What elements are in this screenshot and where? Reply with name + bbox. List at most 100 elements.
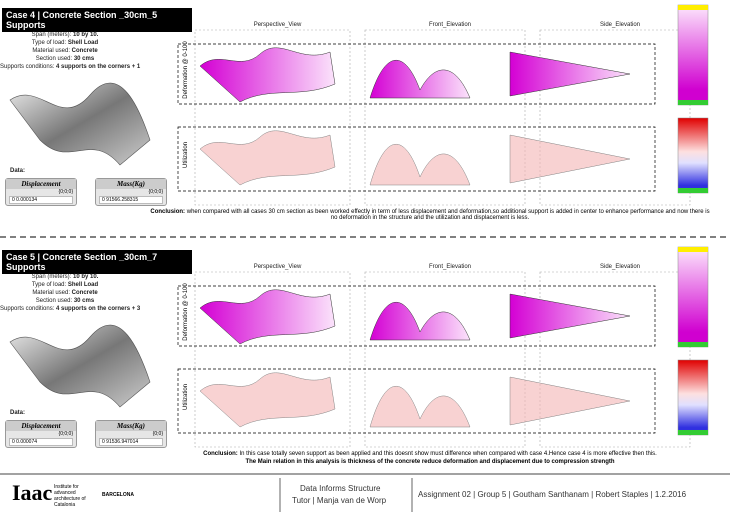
view-label: Side_Elevation (599, 22, 641, 28)
spec-label: Section used: (35, 56, 73, 62)
legend-deformation (677, 246, 709, 348)
panel-value: 0 0.000074 (9, 438, 73, 446)
spec-label: Section used: (35, 298, 73, 304)
institute: Institute for advanced architecture of C… (54, 484, 86, 508)
view-label: Side_Elevation (599, 264, 641, 270)
spec-value: Concrete (71, 290, 98, 296)
view-frame (539, 29, 691, 206)
conclusion: Conclusion: when compared with all cases… (150, 209, 710, 221)
spec-line: Span (meters): 10 by 10. (0, 32, 130, 38)
front-shape (369, 302, 471, 341)
legend-top (678, 247, 708, 252)
row-frame (177, 285, 656, 347)
conclusion: Conclusion: In this case totally seven s… (150, 451, 710, 457)
logo: Iaac (12, 480, 53, 505)
panel-path: {0;0;0} (58, 431, 73, 437)
case-title: Case 5 | Concrete Section _30cm_7 Suppor… (2, 250, 192, 274)
front-shape (369, 60, 471, 99)
side-shape (509, 376, 631, 426)
spec-line: Span (meters): 10 by 10. (0, 274, 130, 280)
row-frame (177, 43, 656, 105)
legend-bottom (678, 430, 708, 435)
spec-label: Supports conditions: (0, 306, 55, 312)
panel-value: 0 0.000134 (9, 196, 73, 204)
front-shape (369, 144, 471, 186)
data-panel: Mass(Kg) {0;0;0} 0 91566.258315 (95, 178, 167, 206)
tutor: Tutor | Manja van de Worp (292, 496, 387, 505)
panel-path: {0;0} (152, 431, 163, 437)
spec-value: 4 supports on the corners + 3 (56, 306, 141, 312)
view-frame (194, 29, 351, 206)
conclusion-text: when compared with all cases 30 cm secti… (186, 209, 710, 221)
spec-value: Shell Load (67, 40, 99, 46)
panel-title: Mass(Kg) (96, 179, 166, 189)
spec-value: 4 supports on the corners + 1 (56, 64, 141, 70)
data-label: Data: (10, 168, 26, 174)
front-shape (369, 386, 471, 428)
spec-label: Span (meters): (31, 32, 72, 38)
row-label: Deformation @ 0-100 (183, 41, 189, 99)
spec-label: Material used: (32, 48, 70, 54)
perspective-shape (199, 130, 336, 186)
conclusion-label: Conclusion: (150, 209, 186, 215)
spec-value: 30 cms (73, 298, 95, 304)
panel-path: {0;0;0} (58, 189, 73, 195)
panel-value: 0 91566.258315 (99, 196, 163, 204)
credits: Assignment 02 | Group 5 | Goutham Santha… (418, 490, 687, 499)
conclusion-text: In this case totally seven support as be… (239, 451, 657, 457)
legend-bottom (678, 100, 708, 105)
side-shape (509, 293, 631, 339)
row-frame (177, 126, 656, 192)
data-panel: Displacement {0;0;0} 0 0.000074 (5, 420, 77, 448)
perspective-shape (199, 289, 336, 345)
data-panel: Displacement {0;0;0} 0 0.000134 (5, 178, 77, 206)
perspective-shape (199, 47, 336, 103)
spec-value: Concrete (71, 48, 98, 54)
spec-line: Section used: 30 cms (0, 298, 130, 304)
spec-label: Type of load: (31, 282, 67, 288)
legend-utilization (677, 117, 709, 194)
view-frame (539, 271, 691, 448)
spec-label: Span (meters): (31, 274, 72, 280)
panel-title: Displacement (6, 179, 76, 189)
spec-value: 10 by 10. (73, 32, 99, 38)
panel-value: 0 91536.947014 (99, 438, 163, 446)
row-label: Deformation @ 0-100 (183, 283, 189, 341)
spec-label: Type of load: (31, 40, 67, 46)
spec-line: Material used: Concrete (0, 290, 130, 296)
data-panel: Mass(Kg) {0;0} 0 91536.947014 (95, 420, 167, 448)
view-label: Front_Elevation (428, 22, 472, 28)
shell (9, 324, 151, 408)
legend-top (678, 5, 708, 10)
view-frame (364, 29, 526, 206)
data-label: Data: (10, 410, 26, 416)
spec-line: Type of load: Shell Load (0, 40, 130, 46)
side-shape (509, 51, 631, 97)
spec-line: Supports conditions: 4 supports on the c… (0, 306, 140, 312)
course: Data Informs Structure (300, 484, 381, 493)
panel-title: Displacement (6, 421, 76, 431)
legend-bottom (678, 188, 708, 193)
legend-bottom (678, 342, 708, 347)
city: BARCELONA (102, 492, 134, 498)
spec-line: Section used: 30 cms (0, 56, 130, 62)
row-label: Utilization (183, 142, 189, 169)
spec-value: 10 by 10. (73, 274, 99, 280)
conclusion-label: Conclusion: (203, 451, 238, 457)
view-frame (364, 271, 526, 448)
side-shape (509, 134, 631, 184)
spec-label: Material used: (32, 290, 70, 296)
row-frame (177, 368, 656, 434)
spec-label: Supports conditions: (0, 64, 55, 70)
spec-line: Material used: Concrete (0, 48, 130, 54)
spec-line: Supports conditions: 4 supports on the c… (0, 64, 140, 70)
view-label: Perspective_View (253, 22, 302, 28)
row-label: Utilization (183, 384, 189, 411)
view-label: Front_Elevation (428, 264, 472, 270)
case-title: Case 4 | Concrete Section _30cm_5 Suppor… (2, 8, 192, 32)
perspective-shape (199, 372, 336, 428)
spec-line: Type of load: Shell Load (0, 282, 130, 288)
view-label: Perspective_View (253, 264, 302, 270)
